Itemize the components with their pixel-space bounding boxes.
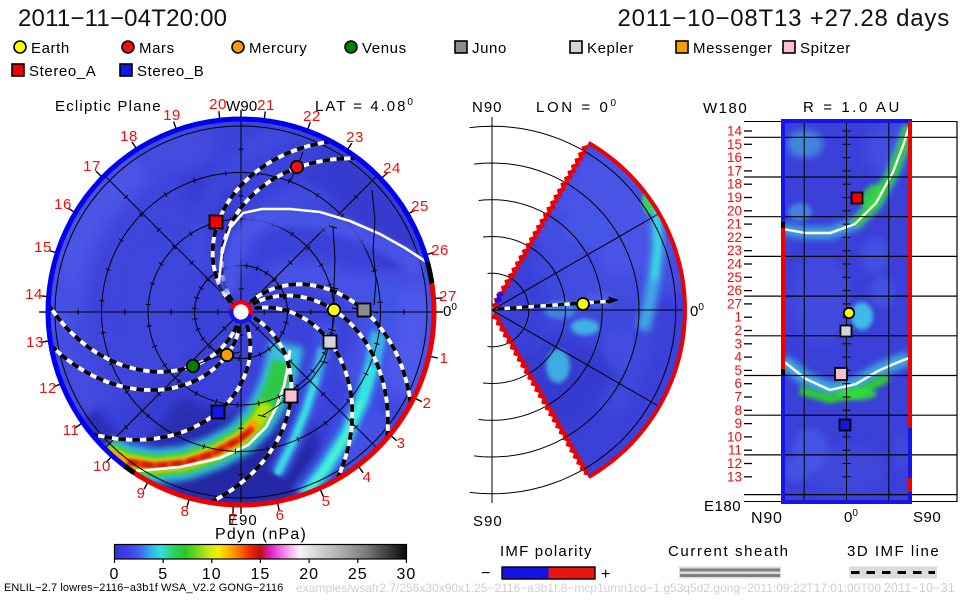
svg-text:23: 23: [727, 243, 742, 258]
svg-text:17: 17: [83, 158, 101, 175]
svg-text:22: 22: [303, 108, 321, 125]
svg-text:18: 18: [120, 128, 138, 145]
svg-text:6: 6: [276, 507, 285, 524]
svg-text:9: 9: [734, 416, 742, 431]
svg-text:R = 1.0 AU: R = 1.0 AU: [803, 99, 902, 116]
svg-text:Kepler: Kepler: [587, 40, 634, 57]
svg-text:Pdyn (nPa): Pdyn (nPa): [215, 526, 307, 543]
svg-text:13: 13: [26, 334, 44, 351]
svg-text:Ecliptic Plane: Ecliptic Plane: [55, 98, 162, 115]
svg-text:8: 8: [734, 403, 742, 418]
svg-text:27: 27: [439, 288, 457, 305]
svg-text:11: 11: [63, 422, 80, 439]
svg-text:20: 20: [209, 96, 227, 113]
svg-text:Current sheath: Current sheath: [668, 543, 790, 560]
svg-text:Venus: Venus: [362, 40, 407, 57]
svg-text:26: 26: [431, 242, 449, 259]
svg-text:1: 1: [440, 350, 449, 367]
svg-text:9: 9: [137, 485, 146, 502]
svg-text:−: −: [481, 565, 490, 582]
svg-text:5: 5: [158, 566, 168, 583]
svg-text:16: 16: [727, 150, 742, 165]
svg-text:16: 16: [54, 196, 72, 213]
svg-text:3: 3: [397, 435, 406, 452]
svg-text:26: 26: [727, 283, 742, 298]
svg-text:12: 12: [727, 456, 742, 471]
svg-text:2011−11−04T20:00: 2011−11−04T20:00: [18, 5, 227, 32]
svg-text:24: 24: [383, 160, 401, 177]
svg-text:10: 10: [727, 429, 742, 444]
svg-text:2011−10−08T13 +27.28 days: 2011−10−08T13 +27.28 days: [618, 5, 951, 32]
svg-text:ENLIL−2.7 lowres−2116−a3b1f WS: ENLIL−2.7 lowres−2116−a3b1f WSA_V2.2 GON…: [4, 582, 283, 594]
svg-text:20: 20: [727, 203, 742, 218]
svg-text:1: 1: [734, 310, 742, 325]
svg-text:17: 17: [727, 163, 742, 178]
svg-text:3: 3: [734, 336, 742, 351]
svg-text:25: 25: [411, 198, 429, 215]
svg-text:2011−10−31: 2011−10−31: [884, 581, 955, 595]
svg-text:8: 8: [181, 503, 190, 520]
svg-text:W180: W180: [703, 100, 748, 117]
svg-text:14: 14: [25, 286, 43, 303]
svg-text:15: 15: [251, 566, 271, 583]
svg-text:N90: N90: [472, 99, 503, 116]
svg-text:Stereo_B: Stereo_B: [137, 63, 204, 80]
svg-text:0: 0: [110, 566, 120, 583]
svg-text:21: 21: [727, 217, 742, 232]
svg-text:25: 25: [727, 270, 742, 285]
svg-text:Spitzer: Spitzer: [800, 40, 851, 57]
svg-text:25: 25: [348, 566, 368, 583]
svg-text:5: 5: [734, 363, 742, 378]
svg-text:2: 2: [734, 323, 742, 338]
svg-text:E90: E90: [228, 512, 258, 529]
svg-text:5: 5: [322, 493, 331, 510]
svg-text:18: 18: [727, 177, 742, 192]
svg-text:11: 11: [728, 443, 742, 458]
svg-text:E180: E180: [704, 498, 741, 515]
svg-text:Mercury: Mercury: [249, 40, 307, 57]
svg-text:13: 13: [727, 469, 742, 484]
svg-text:IMF polarity: IMF polarity: [500, 543, 593, 560]
svg-text:N90: N90: [751, 510, 783, 527]
svg-text:Stereo_A: Stereo_A: [29, 63, 96, 80]
svg-text:Juno: Juno: [472, 40, 507, 57]
svg-text:22: 22: [727, 230, 742, 245]
svg-text:4: 4: [734, 350, 742, 365]
svg-text:6: 6: [734, 376, 742, 391]
svg-text:2: 2: [423, 395, 432, 412]
svg-text:15: 15: [34, 239, 52, 256]
svg-text:7: 7: [229, 511, 238, 528]
svg-text:7: 7: [734, 390, 742, 405]
svg-text:20: 20: [299, 566, 319, 583]
svg-text:19: 19: [163, 107, 181, 124]
svg-text:10: 10: [93, 458, 111, 475]
svg-text:24: 24: [727, 257, 743, 272]
svg-text:30: 30: [397, 566, 417, 583]
svg-text:LON = 00: LON = 00: [536, 98, 619, 116]
svg-text:examples/wsafr2.7/256x30x90x1.: examples/wsafr2.7/256x30x90x1.25−2116−a3…: [296, 581, 881, 595]
svg-text:12: 12: [39, 380, 57, 397]
svg-text:21: 21: [257, 97, 275, 114]
svg-text:15: 15: [727, 137, 742, 152]
svg-text:10: 10: [202, 566, 222, 583]
svg-text:S90: S90: [913, 509, 941, 526]
svg-text:Earth: Earth: [31, 40, 70, 57]
svg-text:S90: S90: [473, 513, 503, 530]
svg-text:4: 4: [363, 469, 372, 486]
svg-text:23: 23: [346, 129, 364, 146]
svg-text:Mars: Mars: [139, 40, 175, 57]
svg-text:W90: W90: [226, 98, 257, 115]
svg-text:27: 27: [727, 296, 742, 311]
svg-text:3D IMF line: 3D IMF line: [847, 543, 940, 560]
svg-text:Messenger: Messenger: [693, 40, 773, 57]
svg-text:19: 19: [727, 190, 742, 205]
svg-text:LAT = 4.080: LAT = 4.080: [315, 97, 415, 115]
svg-text:+: +: [601, 566, 610, 583]
svg-text:14: 14: [727, 124, 743, 139]
